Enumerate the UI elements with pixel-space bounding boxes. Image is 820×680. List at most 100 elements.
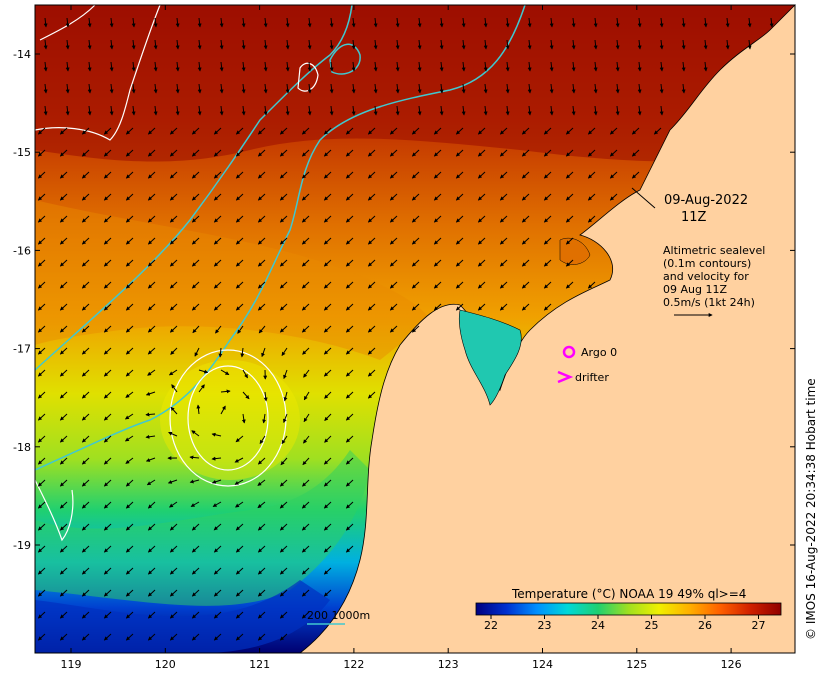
- velocity-arrow: [263, 17, 268, 28]
- velocity-arrow: [59, 347, 68, 355]
- velocity-arrow: [527, 105, 532, 116]
- velocity-arrow: [59, 259, 68, 267]
- velocity-arrow: [219, 105, 224, 116]
- velocity-arrow: [483, 83, 488, 94]
- velocity-arrow: [169, 325, 178, 333]
- velocity-arrow: [37, 171, 46, 179]
- velocity-arrow: [301, 589, 310, 597]
- velocity-arrow: [241, 413, 246, 424]
- velocity-arrow: [235, 633, 244, 641]
- velocity-arrow: [241, 17, 246, 28]
- velocity-arrow: [37, 545, 46, 553]
- velocity-arrow: [725, 39, 730, 50]
- velocity-arrow: [81, 237, 90, 245]
- velocity-arrow: [103, 127, 112, 135]
- velocity-arrow: [169, 611, 178, 619]
- velocity-arrow: [433, 149, 442, 157]
- velocity-arrow: [461, 17, 466, 28]
- velocity-arrow: [65, 39, 70, 50]
- velocity-arrow: [59, 633, 68, 641]
- velocity-arrow: [565, 149, 574, 157]
- velocity-arrow: [191, 215, 200, 223]
- velocity-arrow: [455, 149, 464, 157]
- velocity-arrow: [81, 391, 90, 399]
- velocity-arrow: [345, 501, 354, 509]
- velocity-arrow: [145, 434, 156, 439]
- velocity-arrow: [59, 303, 68, 311]
- velocity-arrow: [213, 171, 222, 179]
- velocity-arrow: [323, 545, 332, 553]
- velocity-arrow: [283, 391, 288, 402]
- velocity-arrow: [521, 149, 530, 157]
- velocity-arrow: [615, 83, 620, 94]
- velocity-arrow: [125, 259, 134, 267]
- velocity-arrow: [37, 303, 46, 311]
- velocity-arrow: [43, 17, 48, 28]
- velocity-arrow: [345, 369, 354, 377]
- longitude-tick-label: 125: [626, 658, 647, 671]
- velocity-arrow: [279, 325, 288, 333]
- longitude-tick-label: 120: [155, 658, 176, 671]
- velocity-arrow: [219, 61, 224, 72]
- velocity-arrow: [37, 567, 46, 575]
- velocity-arrow: [593, 39, 598, 50]
- velocity-arrow: [389, 303, 398, 311]
- date-pointer: [631, 187, 656, 209]
- velocity-arrow: [323, 325, 332, 333]
- velocity-arrow: [213, 589, 222, 597]
- velocity-arrow: [191, 237, 200, 245]
- date-line1: 09-Aug-2022: [664, 193, 748, 208]
- velocity-arrow: [169, 589, 178, 597]
- velocity-arrow: [279, 633, 288, 641]
- velocity-arrow: [147, 325, 156, 333]
- latitude-tick-label: -18: [13, 441, 31, 454]
- velocity-arrow: [235, 545, 244, 553]
- velocity-arrow: [323, 281, 332, 289]
- velocity-arrow: [125, 303, 134, 311]
- velocity-arrow: [455, 193, 464, 201]
- velocity-arrow: [81, 523, 90, 531]
- velocity-arrow: [329, 39, 334, 50]
- velocity-arrow: [324, 435, 332, 443]
- velocity-arrow: [125, 523, 134, 531]
- velocity-arrow: [417, 83, 422, 94]
- longitude-tick-label: 121: [249, 658, 270, 671]
- velocity-arrow: [235, 127, 244, 135]
- velocity-arrow: [345, 215, 354, 223]
- velocity-arrow: [213, 567, 222, 575]
- velocity-arrow: [198, 384, 205, 393]
- velocity-arrow: [109, 83, 114, 94]
- colorbar-tick-label: 25: [645, 619, 659, 632]
- velocity-arrow: [411, 149, 420, 157]
- velocity-arrow: [147, 523, 156, 531]
- longitude-axis: 119 120 121 122 123 124 125 126: [61, 5, 742, 671]
- velocity-arrow: [301, 215, 310, 223]
- velocity-arrow: [283, 413, 288, 424]
- velocity-arrow: [59, 567, 68, 575]
- velocity-arrow: [59, 127, 68, 135]
- velocity-arrow: [234, 457, 244, 463]
- velocity-arrow: [609, 149, 618, 157]
- velocity-arrow: [587, 281, 596, 289]
- velocity-arrow: [125, 237, 134, 245]
- velocity-arrow: [257, 215, 266, 223]
- velocity-arrow: [43, 39, 48, 50]
- velocity-arrow: [373, 17, 378, 28]
- velocity-arrow: [587, 127, 596, 135]
- velocity-arrow: [433, 259, 442, 267]
- argo-label: Argo 0: [581, 346, 617, 359]
- velocity-arrow: [37, 215, 46, 223]
- velocity-arrow: [747, 17, 752, 28]
- velocity-arrow: [499, 215, 508, 223]
- velocity-arrow: [59, 369, 68, 377]
- velocity-arrow: [146, 479, 156, 486]
- velocity-arrow: [153, 17, 158, 28]
- velocity-arrow: [257, 303, 266, 311]
- velocity-arrow: [477, 193, 486, 201]
- velocity-arrow: [499, 281, 508, 289]
- velocity-arrow: [125, 127, 134, 135]
- velocity-arrow: [395, 105, 400, 116]
- velocity-arrow: [213, 259, 222, 267]
- velocity-arrow: [147, 193, 156, 201]
- velocity-arrow: [103, 171, 112, 179]
